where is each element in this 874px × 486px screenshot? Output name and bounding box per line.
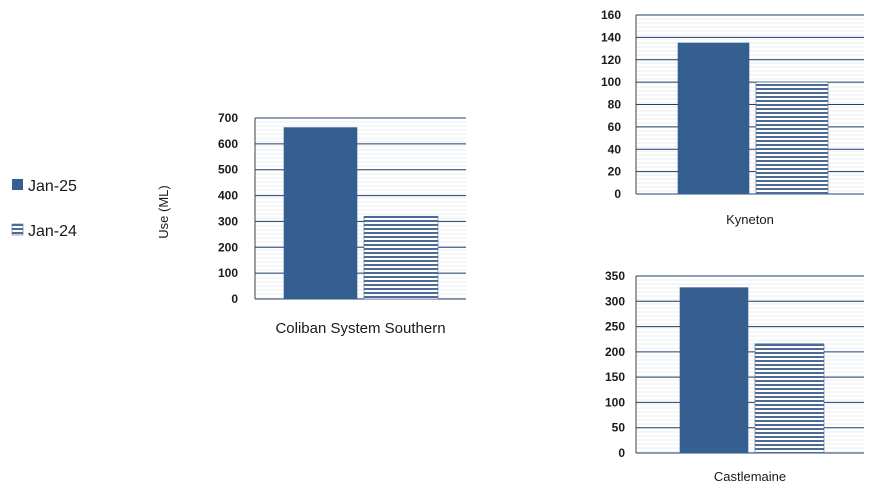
chart-castlemaine-bar-jan-25 [679, 287, 749, 454]
chart-coliban-y-tick-label: 100 [218, 266, 238, 280]
chart-kyneton-bar-jan-25 [677, 42, 750, 195]
chart-kyneton-y-tick-label: 60 [608, 120, 622, 134]
chart-coliban-y-tick-label: 300 [218, 214, 238, 228]
chart-coliban-y-tick-label: 500 [218, 163, 238, 177]
chart-coliban-bar-jan-24 [363, 215, 439, 300]
chart-kyneton-y-tick-label: 40 [608, 142, 622, 156]
chart-coliban-bar-jan-25 [283, 127, 358, 300]
legend-swatch-jan-25 [12, 179, 23, 190]
chart-castlemaine-bar-jan-24 [754, 343, 825, 454]
chart-castlemaine-y-tick-label: 0 [618, 446, 625, 460]
legend-label-jan-24: Jan-24 [28, 223, 77, 240]
chart-kyneton-y-tick-label: 0 [614, 187, 621, 201]
legend-swatch-jan-24 [11, 223, 24, 236]
chart-kyneton: 0 20 40 60 80 100 120 140 160 Kyneton [601, 8, 864, 227]
y-axis-label: Use (ML) [156, 185, 171, 238]
chart-coliban-y-tick-label: 700 [218, 111, 238, 125]
legend: Jan-25 Jan-24 [11, 178, 77, 240]
chart-kyneton-y-tick-label: 80 [608, 98, 622, 112]
chart-kyneton-plot-hatch [636, 14, 864, 192]
chart-castlemaine: 0 50 100 150 200 250 300 350 Castlemaine [605, 269, 864, 484]
chart-castlemaine-y-tick-label: 150 [605, 370, 625, 384]
chart-coliban: 0 100 200 300 400 500 600 700 Coliban System Sou… [218, 111, 466, 337]
chart-castlemaine-y-tick-label: 350 [605, 269, 625, 283]
chart-coliban-y-tick-label: 400 [218, 189, 238, 203]
chart-kyneton-bar-jan-24 [755, 81, 829, 195]
chart-kyneton-y-tick-label: 20 [608, 165, 622, 179]
chart-castlemaine-category-label: Castlemaine [714, 469, 786, 484]
chart-castlemaine-y-tick-label: 50 [612, 421, 626, 435]
chart-castlemaine-y-tick-label: 250 [605, 320, 625, 334]
chart-coliban-y-tick-label: 0 [231, 292, 238, 306]
chart-castlemaine-y-tick-label: 200 [605, 345, 625, 359]
chart-castlemaine-y-tick-label: 300 [605, 294, 625, 308]
chart-coliban-y-tick-label: 200 [218, 240, 238, 254]
chart-castlemaine-plot-hatch [636, 275, 864, 453]
chart-kyneton-y-tick-label: 160 [601, 8, 621, 22]
chart-castlemaine-y-tick-label: 100 [605, 395, 625, 409]
chart-kyneton-y-tick-label: 120 [601, 53, 621, 67]
chart-coliban-category-label: Coliban System Southern [275, 320, 445, 337]
chart-kyneton-y-tick-label: 140 [601, 30, 621, 44]
legend-label-jan-25: Jan-25 [28, 178, 77, 195]
chart-kyneton-category-label: Kyneton [726, 212, 774, 227]
chart-coliban-y-tick-label: 600 [218, 137, 238, 151]
chart-kyneton-y-tick-label: 100 [601, 75, 621, 89]
